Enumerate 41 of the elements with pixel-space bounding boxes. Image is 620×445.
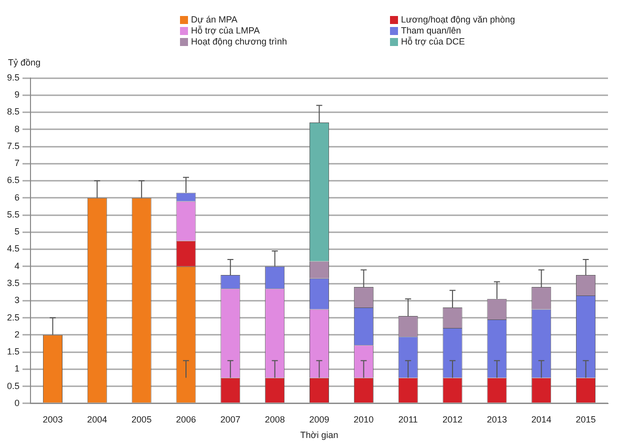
legend-label: Tham quan/lên bbox=[401, 25, 462, 36]
x-tick-label: 2006 bbox=[176, 414, 196, 424]
y-tick-label: 1 bbox=[14, 364, 20, 374]
y-tick-label: 4.5 bbox=[6, 244, 20, 254]
x-tick-label: 2015 bbox=[576, 414, 596, 424]
legend-label: Dự án MPA bbox=[191, 14, 238, 24]
x-tick-label: 2009 bbox=[309, 414, 330, 424]
y-tick-label: 9 bbox=[14, 90, 20, 100]
y-tick-label: 2 bbox=[14, 329, 20, 340]
x-tick-label: 2014 bbox=[531, 414, 552, 424]
x-tick-label: 2005 bbox=[132, 414, 152, 424]
y-tick-label: 0.5 bbox=[6, 380, 20, 391]
y-tick-label: 4 bbox=[14, 260, 20, 271]
x-tick-label: 2007 bbox=[220, 414, 240, 424]
legend-label: Lương/hoạt động văn phòng bbox=[401, 14, 516, 24]
x-tick-label: 2012 bbox=[442, 414, 463, 424]
x-tick-label: 2010 bbox=[354, 414, 374, 424]
legend-label: Hoạt động chương trình bbox=[191, 36, 287, 46]
y-tick-label: 7 bbox=[14, 158, 20, 168]
y-tick-label: 1.5 bbox=[6, 346, 20, 357]
x-tick-label: 2011 bbox=[398, 414, 418, 424]
x-tick-label: 2004 bbox=[87, 414, 108, 424]
y-tick-label: 6.5 bbox=[6, 175, 20, 186]
y-tick-label: 6 bbox=[14, 192, 20, 202]
y-tick-label: 2.5 bbox=[6, 312, 20, 322]
y-tick-label: 0 bbox=[14, 398, 20, 408]
y-axis-title: Tỷ đồng bbox=[8, 57, 41, 68]
legend-label: Hỗ trợ của LMPA bbox=[191, 25, 260, 36]
y-tick-label: 9.5 bbox=[6, 72, 20, 82]
x-tick-label: 2008 bbox=[264, 414, 285, 424]
legend-label: Hỗ trợ của DCE bbox=[401, 36, 465, 46]
y-tick-label: 8.5 bbox=[6, 106, 20, 117]
y-tick-label: 3.5 bbox=[6, 278, 20, 288]
y-tick-label: 3 bbox=[14, 295, 20, 306]
y-tick-label: 7.5 bbox=[6, 140, 20, 151]
y-tick-label: 5 bbox=[14, 226, 20, 237]
y-tick-label: 5.5 bbox=[6, 209, 20, 220]
x-tick-label: 2013 bbox=[486, 414, 507, 424]
x-axis-title: Thời gian bbox=[300, 430, 338, 440]
x-tick-label: 2003 bbox=[42, 414, 63, 424]
y-tick-label: 8 bbox=[14, 124, 20, 134]
